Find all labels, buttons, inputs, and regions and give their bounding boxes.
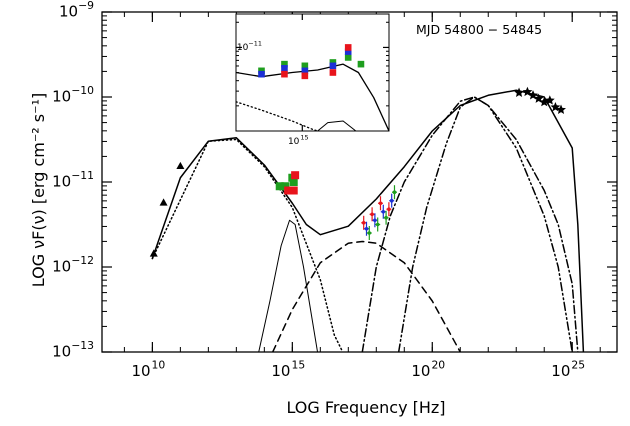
data-point-errorbar [366,226,372,240]
data-point-square [281,65,288,72]
data-point-errorbar [369,207,375,222]
x-tick-exponent: 15 [291,359,305,372]
y-tick-exponent: −12 [71,254,94,267]
data-point-marker [370,212,374,217]
data-point-star [556,104,566,114]
data-point-square [281,182,290,191]
data-point-triangle [149,249,158,257]
data-point-square [291,171,300,180]
main-y-tick-label: 10−10 [52,84,94,106]
main-y-tick-label: 10−9 [59,0,94,21]
data-point-square [258,70,265,78]
data-point-marker [387,207,391,211]
x-tick-exponent: 15 [300,134,308,142]
data-point-errorbar [391,185,397,200]
data-point-marker [384,215,388,220]
data-point-square [281,60,288,68]
data-point-errorbar [386,202,392,217]
data-point-square [289,186,298,195]
data-point-marker [378,201,383,206]
data-point-marker [392,190,397,194]
x-tick-exponent: 20 [431,359,445,372]
data-point-marker [364,226,369,231]
data-point-errorbar [380,204,386,219]
x-tick-exponent: 25 [571,359,585,372]
inset-x-tick-label: 1015 [288,134,309,148]
data-point-square [289,178,298,186]
data-point-errorbar [372,213,378,228]
data-point-marker [381,209,386,214]
mjd-annotation: MJD 54800 − 54845 [416,22,542,37]
data-point-square [357,60,365,68]
x-axis-label: LOG Frequency [Hz] [286,398,445,417]
y-tick-exponent: −9 [78,0,94,12]
data-point-star [514,87,524,97]
data-point-star [539,96,550,107]
y-tick-exponent: −13 [71,339,94,352]
data-point-square [329,69,337,76]
data-point-square [275,182,284,191]
y-axis-label: LOG νF(ν) [erg cm⁻² s⁻¹] [29,93,48,287]
model-curve-dotted [151,138,344,352]
data-point-triangle [176,161,185,170]
data-point-triangle [159,198,168,206]
data-point-square [344,44,352,51]
data-point-square [281,70,288,78]
data-point-square [258,67,265,75]
data-point-errorbar [363,221,369,236]
data-point-square [329,59,337,66]
model-curve-dashed [271,240,462,352]
main-x-tick-label: 1015 [271,359,305,381]
data-point-square [329,62,337,70]
data-point-star [544,95,555,105]
model-curve-thin-solid [317,120,357,131]
data-point-errorbar [383,210,389,225]
main-x-tick-label: 1010 [131,359,165,381]
data-point-square [301,67,309,75]
data-point-errorbar [389,193,395,208]
data-point-square [301,72,309,80]
main-y-tick-label: 10−12 [52,254,94,276]
y-tick-exponent: −11 [248,40,262,48]
y-tick-exponent: −10 [71,84,94,97]
data-point-errorbar [375,217,381,232]
inset-data-points [258,44,365,80]
data-point-square [284,186,293,195]
y-tick-exponent: −11 [71,169,94,182]
data-points [149,86,566,257]
data-point-marker [361,221,366,225]
data-point-marker [367,231,372,235]
data-point-marker [373,218,377,223]
main-x-tick-label: 1025 [551,359,585,381]
main-y-tick-label: 10−13 [52,339,94,361]
model-curve-dash-dot-dot [397,96,573,352]
data-point-marker [375,222,380,227]
data-point-square [344,48,352,55]
main-y-tick-label: 10−11 [52,169,94,191]
data-point-square [301,62,309,70]
data-point-errorbar [361,215,367,230]
main-x-tick-label: 1020 [411,359,445,381]
model-curve-dash-dot [361,96,579,352]
data-point-marker [389,198,394,203]
x-tick-exponent: 10 [152,359,166,372]
data-point-square [344,54,352,61]
data-point-errorbar [377,196,383,211]
model-curve-thin-solid [258,219,319,352]
